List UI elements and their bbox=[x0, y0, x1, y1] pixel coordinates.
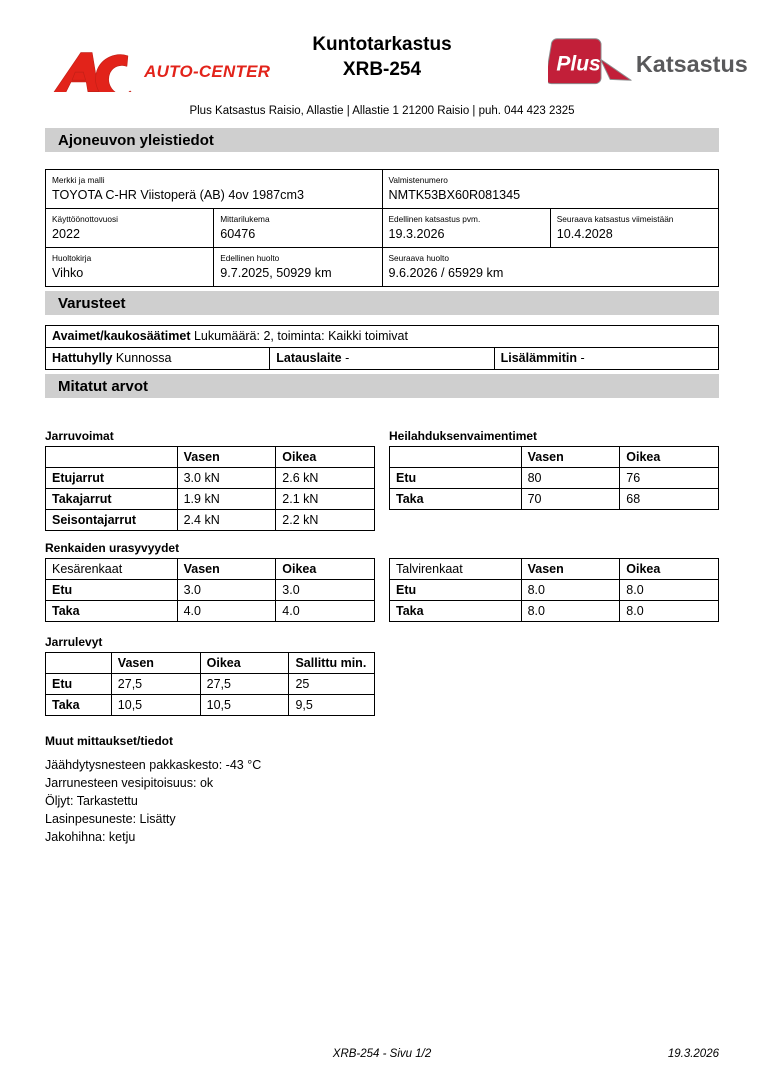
svg-text:Katsastus: Katsastus bbox=[636, 51, 748, 77]
svg-text:Plus: Plus bbox=[556, 53, 600, 76]
